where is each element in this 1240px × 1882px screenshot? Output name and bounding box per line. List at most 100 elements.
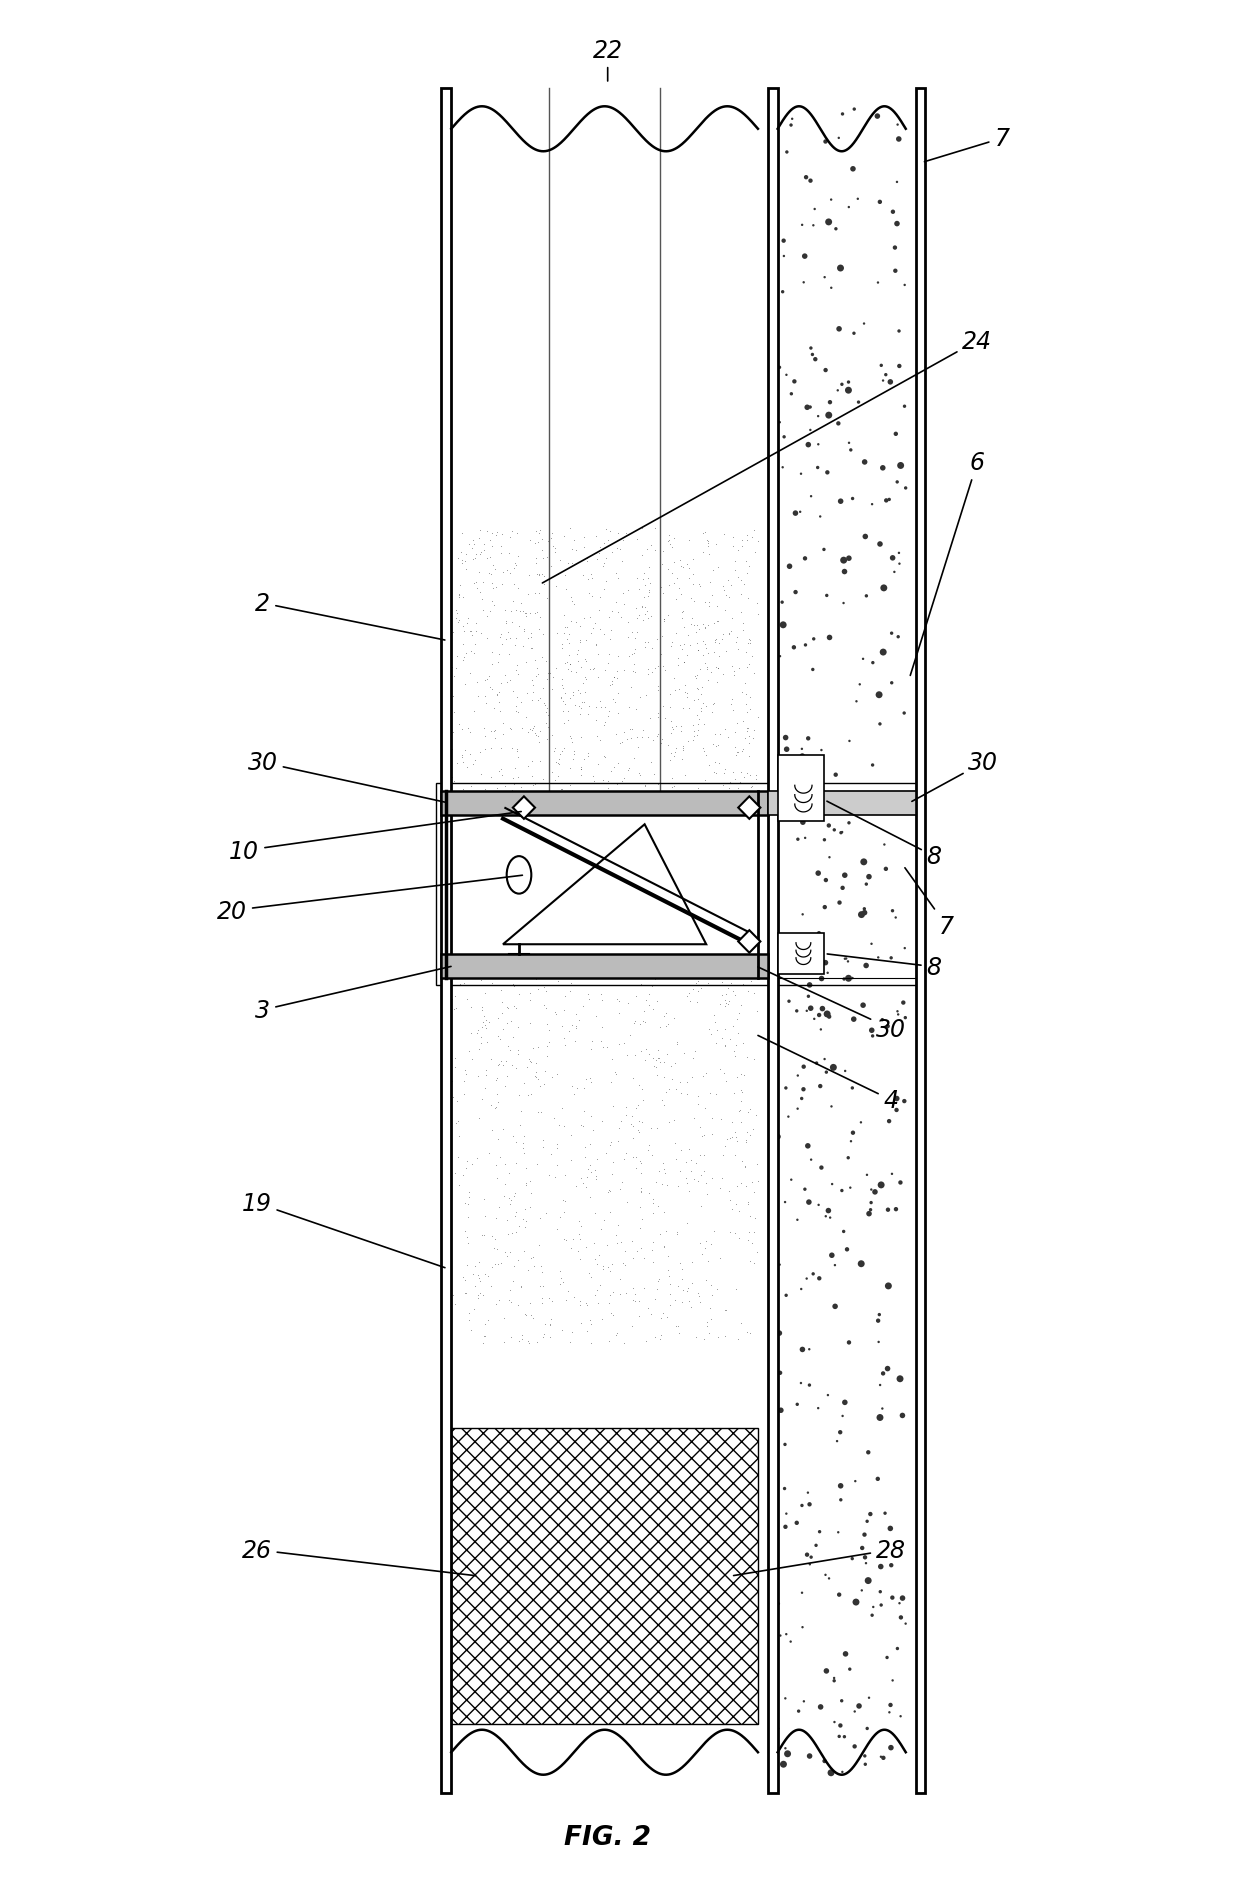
Point — [521, 1193, 541, 1223]
Point — [714, 519, 734, 550]
Point — [820, 1203, 839, 1233]
Point — [743, 1114, 763, 1144]
Point — [526, 544, 546, 574]
Point — [534, 973, 554, 1003]
Point — [506, 696, 526, 726]
Point — [694, 614, 714, 644]
Point — [838, 367, 858, 397]
Point — [527, 1327, 547, 1357]
Point — [672, 604, 692, 634]
Point — [662, 559, 682, 589]
Point — [487, 518, 507, 548]
Point — [873, 1743, 893, 1773]
Point — [572, 755, 591, 785]
Point — [636, 772, 656, 802]
Point — [885, 256, 905, 286]
Point — [630, 1287, 650, 1317]
Point — [797, 1131, 817, 1161]
Point — [570, 679, 590, 710]
Point — [683, 710, 703, 740]
Point — [797, 1265, 817, 1295]
Point — [787, 1389, 807, 1419]
Point — [518, 1255, 538, 1285]
Point — [748, 1236, 768, 1267]
Point — [768, 186, 787, 216]
Point — [818, 401, 838, 431]
Point — [706, 969, 725, 999]
Point — [484, 1233, 503, 1263]
Point — [548, 762, 568, 792]
Point — [596, 544, 616, 574]
Point — [883, 198, 903, 228]
Point — [877, 1643, 897, 1673]
Point — [501, 1238, 521, 1268]
Point — [706, 529, 725, 559]
Text: 7: 7 — [924, 128, 1009, 162]
Point — [851, 1108, 870, 1139]
Point — [692, 1240, 712, 1270]
Point — [507, 651, 527, 681]
Point — [680, 630, 699, 661]
Point — [591, 1304, 611, 1334]
Point — [500, 559, 520, 589]
Point — [873, 1395, 893, 1425]
Point — [719, 1176, 739, 1206]
Point — [854, 1741, 874, 1771]
Point — [532, 525, 552, 555]
Point — [693, 627, 713, 657]
Point — [492, 519, 512, 550]
Point — [631, 1233, 651, 1263]
Point — [691, 1112, 711, 1142]
Point — [624, 657, 644, 687]
Point — [590, 533, 610, 563]
Point — [549, 1110, 569, 1140]
Point — [738, 559, 758, 589]
Point — [608, 1127, 627, 1157]
Point — [796, 164, 816, 194]
Point — [779, 1103, 799, 1133]
Point — [487, 1050, 507, 1080]
Point — [665, 1129, 684, 1159]
Point — [799, 725, 818, 755]
Point — [838, 964, 858, 994]
Point — [859, 862, 879, 892]
Point — [585, 630, 605, 661]
Point — [579, 580, 599, 610]
Point — [708, 606, 728, 636]
Point — [532, 1289, 552, 1319]
Point — [516, 1212, 536, 1242]
Point — [744, 516, 764, 546]
Point — [603, 1278, 622, 1308]
Point — [482, 533, 502, 563]
Point — [503, 585, 523, 615]
Point — [543, 533, 563, 563]
Point — [625, 623, 645, 653]
Point — [652, 725, 672, 755]
Point — [521, 1167, 541, 1197]
Point — [699, 1014, 719, 1045]
Point — [667, 1028, 687, 1058]
Point — [559, 1327, 579, 1357]
Point — [678, 565, 698, 595]
Point — [451, 518, 471, 548]
Point — [481, 1090, 501, 1120]
Point — [646, 1052, 666, 1082]
Point — [495, 1169, 515, 1199]
Point — [610, 1280, 630, 1310]
Point — [588, 544, 608, 574]
Point — [587, 630, 606, 661]
Point — [662, 629, 682, 659]
Point — [503, 570, 523, 600]
Point — [815, 1746, 835, 1777]
Point — [583, 563, 603, 593]
Point — [875, 1498, 895, 1528]
Point — [737, 525, 756, 555]
Point — [816, 1058, 836, 1088]
Point — [775, 1511, 795, 1541]
Point — [842, 1543, 862, 1573]
Point — [599, 696, 619, 726]
Point — [687, 610, 707, 640]
Point — [729, 1195, 749, 1225]
Point — [595, 708, 615, 738]
Point — [481, 1272, 501, 1302]
